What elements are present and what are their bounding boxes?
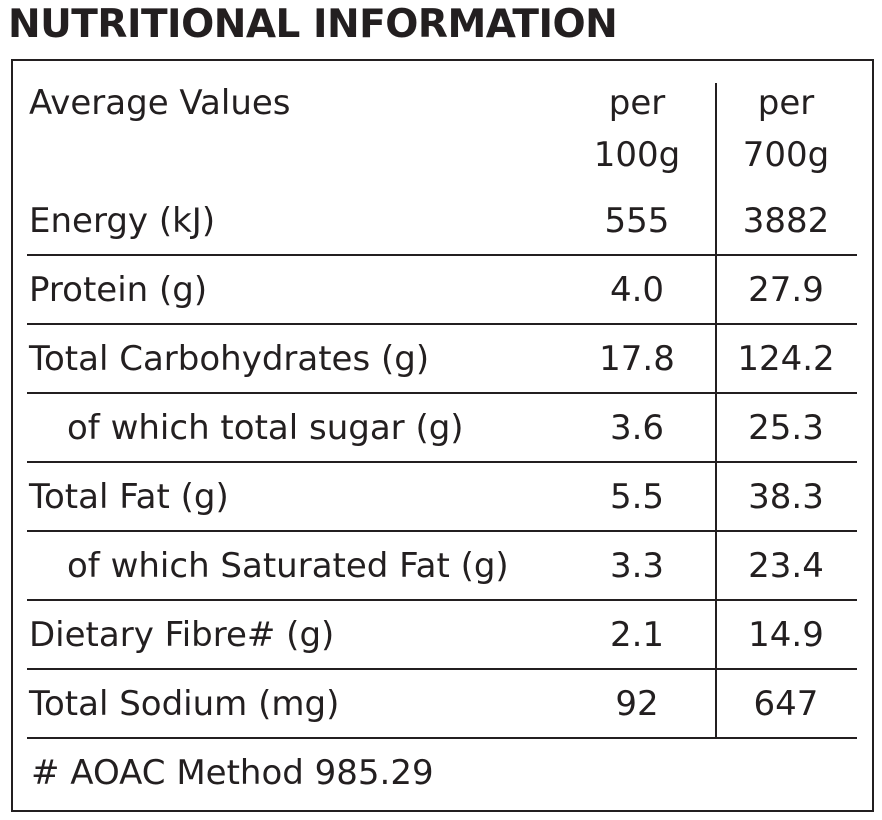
footnote: # AOAC Method 985.29 — [31, 753, 434, 793]
row-label-sodium: Total Sodium (mg) — [29, 684, 340, 724]
row-value-sugar-per100g: 3.6 — [609, 408, 665, 448]
header-per-700g-line2: 700g — [742, 135, 830, 175]
row-divider — [27, 461, 857, 463]
row-divider — [27, 254, 857, 256]
row-label-protein: Protein (g) — [29, 270, 208, 310]
row-divider — [27, 530, 857, 532]
row-value-fat-per700g: 38.3 — [748, 477, 824, 517]
row-value-carbohydrates-per700g: 124.2 — [737, 339, 835, 379]
row-divider — [27, 668, 857, 670]
row-divider — [27, 599, 857, 601]
header-average-values: Average Values — [29, 83, 291, 123]
row-value-fibre-per700g: 14.9 — [748, 615, 824, 655]
row-value-fibre-per100g: 2.1 — [609, 615, 665, 655]
row-divider — [27, 323, 857, 325]
row-value-sugar-per700g: 25.3 — [748, 408, 824, 448]
row-label-fat: Total Fat (g) — [29, 477, 229, 517]
nutrition-table: Average Values per 100g per 700g Energy … — [11, 59, 874, 812]
row-value-protein-per700g: 27.9 — [748, 270, 824, 310]
panel-title: NUTRITIONAL INFORMATION — [8, 2, 618, 47]
column-divider — [715, 83, 717, 739]
row-value-carbohydrates-per100g: 17.8 — [599, 339, 675, 379]
row-value-protein-per100g: 4.0 — [609, 270, 665, 310]
row-value-sodium-per100g: 92 — [615, 684, 659, 724]
row-value-saturated-fat-per100g: 3.3 — [609, 546, 665, 586]
row-divider — [27, 737, 857, 739]
row-divider — [27, 392, 857, 394]
row-label-carbohydrates: Total Carbohydrates (g) — [29, 339, 430, 379]
header-per-700g-line1: per — [757, 83, 815, 123]
row-value-energy-per100g: 555 — [604, 201, 670, 241]
row-value-saturated-fat-per700g: 23.4 — [748, 546, 824, 586]
row-label-saturated-fat: of which Saturated Fat (g) — [67, 546, 509, 586]
row-value-sodium-per700g: 647 — [753, 684, 819, 724]
row-label-sugar: of which total sugar (g) — [67, 408, 464, 448]
row-value-energy-per700g: 3882 — [742, 201, 830, 241]
row-label-fibre: Dietary Fibre# (g) — [29, 615, 335, 655]
row-label-energy: Energy (kJ) — [29, 201, 216, 241]
header-per-100g-line1: per — [608, 83, 666, 123]
row-value-fat-per100g: 5.5 — [609, 477, 665, 517]
header-per-100g-line2: 100g — [593, 135, 681, 175]
